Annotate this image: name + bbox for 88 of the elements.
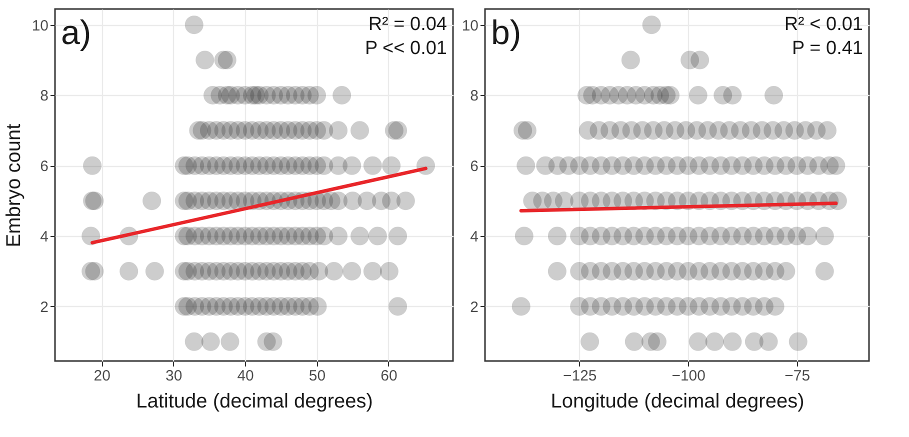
point: [85, 262, 104, 280]
point: [120, 262, 138, 280]
point: [648, 332, 666, 351]
point: [705, 332, 724, 351]
point: [220, 332, 240, 351]
y-tick-label: 4: [470, 228, 478, 246]
point: [350, 121, 370, 140]
x-tick-label: −125: [562, 368, 597, 384]
point: [329, 121, 348, 140]
annotation: a): [61, 14, 92, 52]
point: [310, 262, 328, 280]
y-tick-label: 8: [40, 88, 48, 105]
point: [342, 156, 362, 175]
point: [388, 226, 408, 246]
point: [798, 226, 817, 246]
point: [815, 262, 834, 280]
point: [363, 262, 382, 280]
point: [307, 86, 326, 104]
point: [688, 86, 708, 104]
x-tick-label: 30: [165, 368, 182, 384]
x-axis-title: Longitude (decimal degrees): [550, 390, 804, 412]
point: [690, 50, 710, 70]
point: [350, 226, 370, 246]
y-tick-label: 4: [40, 228, 48, 246]
point: [764, 86, 784, 104]
point: [642, 16, 661, 34]
point: [661, 86, 680, 104]
y-tick-label: 2: [470, 298, 478, 316]
point: [396, 192, 415, 210]
point: [142, 192, 162, 210]
point: [723, 86, 742, 104]
y-axis-title: Embryo count: [2, 123, 25, 248]
point: [788, 332, 808, 351]
point: [826, 156, 846, 175]
point: [624, 332, 644, 351]
point: [776, 262, 796, 280]
x-axis-title: Latitude (decimal degrees): [136, 390, 373, 412]
point: [145, 262, 164, 280]
annotation: b): [491, 14, 522, 52]
point: [548, 226, 566, 246]
point: [516, 156, 536, 175]
point: [342, 262, 362, 280]
point: [363, 156, 382, 175]
point: [82, 226, 100, 246]
point: [201, 332, 220, 351]
point: [332, 86, 352, 104]
annotation: R² < 0.01: [784, 14, 863, 35]
point: [196, 50, 214, 70]
x-tick-label: 50: [308, 368, 326, 384]
point: [759, 332, 778, 351]
annotation: R² = 0.04: [368, 14, 448, 35]
point: [380, 262, 398, 280]
point: [218, 50, 236, 70]
point: [324, 262, 344, 280]
point: [514, 226, 534, 246]
y-tick-label: 10: [462, 17, 478, 34]
point: [308, 297, 327, 316]
point: [548, 262, 566, 280]
point: [264, 332, 282, 351]
point: [388, 297, 408, 316]
point: [83, 156, 102, 175]
point: [329, 226, 348, 246]
x-tick-label: −75: [784, 368, 810, 384]
point: [723, 332, 742, 351]
annotation: P = 0.41: [792, 38, 863, 59]
point: [382, 156, 401, 175]
point: [512, 297, 530, 316]
point: [184, 332, 204, 351]
point: [184, 16, 204, 34]
annotation: P << 0.01: [364, 38, 447, 59]
y-tick-label: 6: [40, 158, 48, 176]
x-tick-label: −100: [672, 368, 706, 384]
point: [688, 332, 708, 351]
y-tick-label: 8: [470, 88, 478, 105]
point: [621, 50, 640, 70]
y-tick-label: 6: [470, 158, 478, 176]
point: [368, 226, 387, 246]
x-tick-label: 20: [94, 368, 110, 384]
point: [766, 297, 784, 316]
y-tick-label: 10: [32, 17, 48, 34]
point: [815, 226, 834, 246]
x-tick-label: 60: [380, 368, 398, 384]
point: [818, 121, 837, 140]
point: [580, 332, 600, 351]
x-tick-label: 40: [237, 368, 254, 384]
point: [388, 121, 408, 140]
y-tick-label: 2: [40, 298, 48, 316]
point: [518, 121, 536, 140]
